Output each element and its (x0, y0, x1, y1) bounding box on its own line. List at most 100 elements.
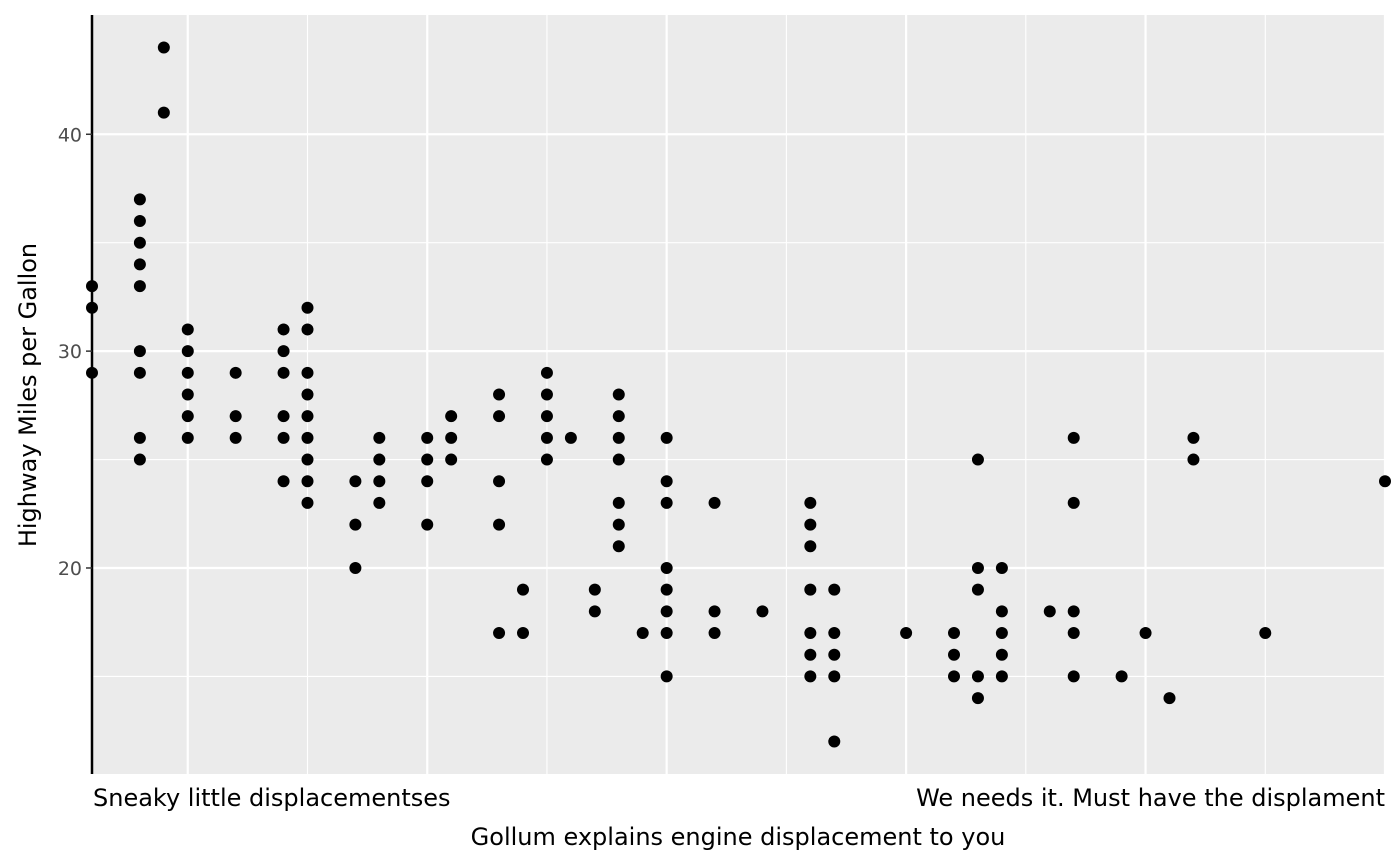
data-point (277, 323, 290, 336)
x-axis-title: Gollum explains engine displacement to y… (471, 823, 1006, 851)
data-point (828, 735, 841, 748)
data-point (493, 410, 506, 423)
data-point (421, 431, 434, 444)
data-point (493, 518, 506, 531)
data-point (133, 345, 146, 358)
data-point (349, 475, 362, 488)
data-point (181, 345, 194, 358)
data-point (660, 670, 673, 683)
data-point (421, 518, 434, 531)
data-point (1067, 627, 1080, 640)
y-tick-label: 40 (58, 124, 82, 146)
data-point (421, 453, 434, 466)
data-point (540, 453, 553, 466)
data-point (229, 366, 242, 379)
data-point (373, 431, 386, 444)
y-axis-title: Highway Miles per Gallon (14, 243, 42, 547)
data-point (373, 453, 386, 466)
data-point (1139, 627, 1152, 640)
x-annotation-left: Sneaky little displacementses (93, 784, 451, 812)
data-point (900, 627, 913, 640)
data-point (564, 431, 577, 444)
data-point (971, 692, 984, 705)
data-point (948, 627, 960, 640)
data-point (756, 605, 769, 618)
data-point (636, 627, 649, 640)
data-point (971, 583, 984, 596)
data-point (517, 583, 529, 596)
data-point (277, 345, 290, 358)
data-point (660, 627, 673, 640)
data-point (612, 410, 625, 423)
data-point (1067, 431, 1080, 444)
data-point (588, 583, 601, 596)
data-point (971, 453, 984, 466)
data-point (612, 518, 625, 531)
data-point (301, 323, 314, 336)
data-point (995, 627, 1008, 640)
data-point (804, 540, 817, 553)
data-point (277, 366, 290, 379)
data-point (612, 431, 625, 444)
data-point (301, 475, 314, 488)
data-point (708, 627, 721, 640)
data-point (133, 215, 146, 228)
data-point (804, 583, 817, 596)
data-point (349, 518, 362, 531)
data-point (349, 561, 362, 574)
data-point (804, 648, 817, 661)
data-point (277, 475, 290, 488)
data-point (660, 431, 673, 444)
data-point (828, 583, 841, 596)
data-point (133, 258, 146, 271)
data-point (181, 410, 194, 423)
data-point (588, 605, 601, 618)
data-point (971, 670, 984, 683)
data-point (181, 431, 194, 444)
y-axis-ticks: 20 30 40 (58, 124, 92, 580)
data-point (995, 605, 1008, 618)
y-tick-label: 20 (58, 558, 82, 580)
data-point (181, 388, 194, 401)
data-point (804, 627, 817, 640)
data-point (995, 670, 1008, 683)
data-point (995, 648, 1008, 661)
data-point (612, 540, 625, 553)
data-point (660, 496, 673, 509)
data-point (1187, 453, 1200, 466)
y-tick-label: 30 (58, 341, 82, 363)
data-point (181, 366, 194, 379)
data-point (948, 670, 960, 683)
data-point (1163, 692, 1176, 705)
data-point (804, 518, 817, 531)
data-point (612, 453, 625, 466)
data-point (540, 366, 553, 379)
data-point (948, 648, 960, 661)
data-point (301, 496, 314, 509)
data-point (828, 670, 841, 683)
data-point (133, 431, 146, 444)
data-point (660, 475, 673, 488)
data-point (133, 366, 146, 379)
data-point (612, 496, 625, 509)
data-point (493, 475, 506, 488)
data-point (660, 561, 673, 574)
data-point (540, 388, 553, 401)
data-point (828, 627, 841, 640)
data-point (373, 496, 386, 509)
data-point (301, 453, 314, 466)
data-point (660, 583, 673, 596)
data-point (995, 561, 1008, 574)
data-points (86, 41, 1391, 748)
data-point (517, 627, 529, 640)
data-point (301, 431, 314, 444)
data-point (277, 431, 290, 444)
data-point (540, 410, 553, 423)
data-point (1067, 605, 1080, 618)
data-point (157, 106, 170, 119)
data-point (612, 388, 625, 401)
data-point (493, 388, 506, 401)
data-point (804, 670, 817, 683)
data-point (1115, 670, 1128, 683)
